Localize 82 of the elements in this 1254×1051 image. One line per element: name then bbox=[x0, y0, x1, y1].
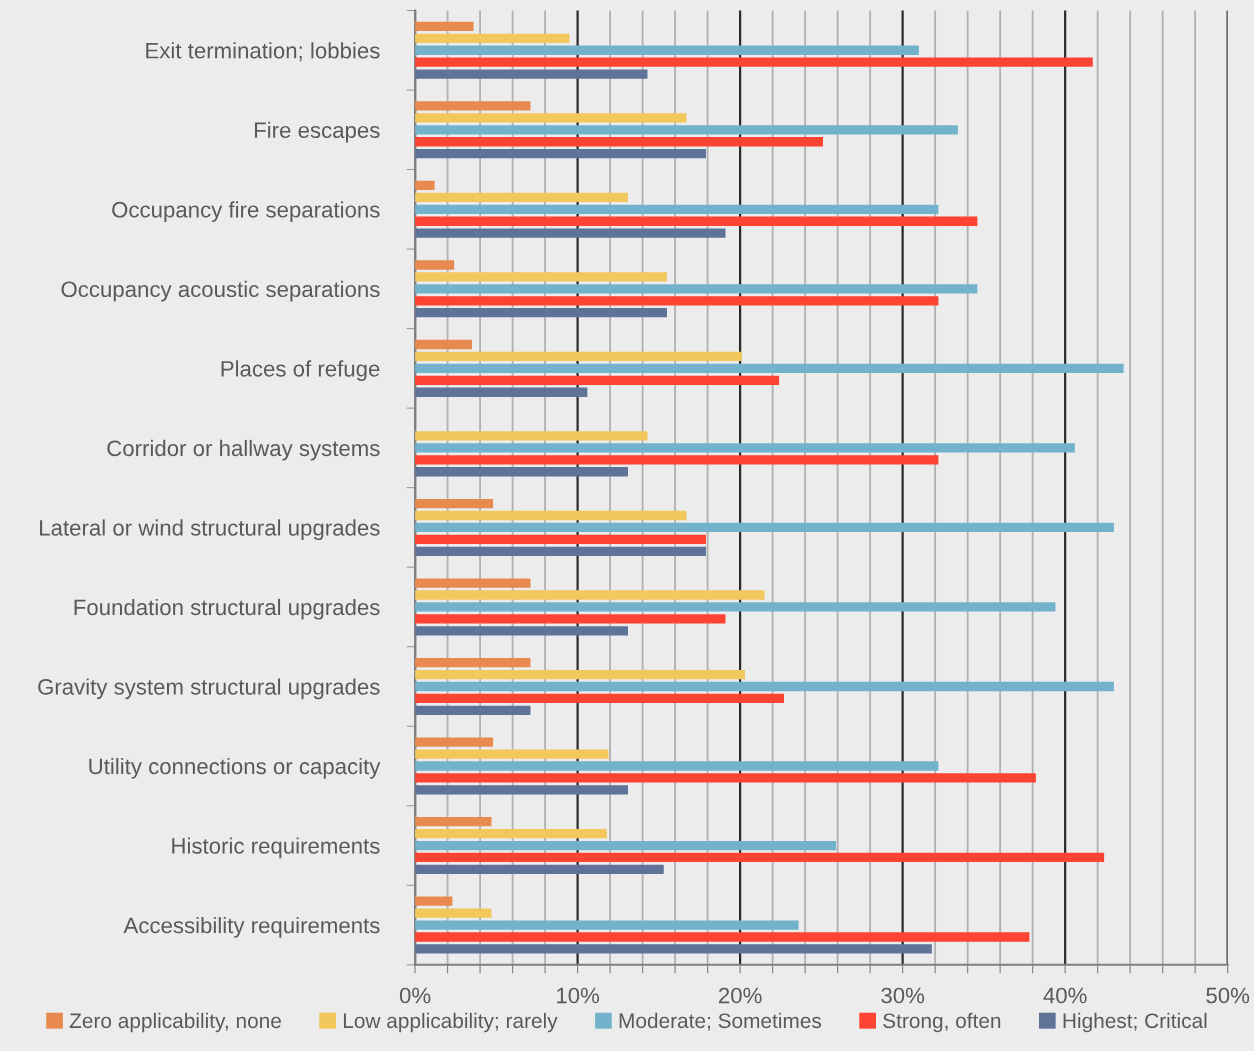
x-tick-label: 20% bbox=[718, 987, 762, 1004]
bar bbox=[415, 228, 726, 238]
bar bbox=[415, 908, 492, 918]
bar bbox=[415, 840, 836, 851]
y-tick-label: Accessibility requirements bbox=[123, 917, 380, 938]
bar bbox=[415, 817, 492, 827]
bar bbox=[415, 387, 588, 397]
bar bbox=[415, 896, 453, 906]
bar bbox=[415, 216, 978, 226]
bar bbox=[415, 363, 1124, 374]
bar bbox=[415, 204, 939, 214]
y-tick-label: Utility connections or capacity bbox=[89, 757, 381, 779]
bar bbox=[415, 693, 784, 704]
x-tick-label: 0% bbox=[399, 987, 431, 1004]
bar bbox=[415, 920, 799, 930]
bar bbox=[415, 149, 706, 159]
x-tick-label: 30% bbox=[881, 987, 925, 1004]
bar bbox=[415, 657, 531, 668]
bar bbox=[415, 125, 958, 135]
bar bbox=[415, 21, 474, 32]
bar bbox=[415, 101, 531, 111]
bar bbox=[415, 546, 706, 556]
bar bbox=[415, 737, 494, 747]
bar bbox=[415, 932, 1030, 942]
x-tick-label: 50% bbox=[1206, 987, 1250, 1004]
bar bbox=[415, 272, 667, 282]
bar bbox=[415, 785, 628, 795]
bar bbox=[415, 443, 1075, 453]
bar bbox=[415, 510, 687, 521]
bar bbox=[415, 614, 726, 624]
bar bbox=[415, 749, 609, 759]
y-tick-label: Occupancy acoustic separations bbox=[61, 280, 380, 302]
y-tick-label: Places of refuge bbox=[221, 360, 380, 382]
bar bbox=[415, 773, 1036, 783]
bar bbox=[415, 852, 1105, 863]
bar bbox=[415, 944, 932, 954]
bar bbox=[415, 467, 628, 477]
legend-label: Strong, often bbox=[883, 1012, 1001, 1033]
bar bbox=[415, 761, 939, 771]
bar bbox=[415, 45, 919, 55]
bar bbox=[415, 351, 742, 362]
bar bbox=[415, 681, 1114, 692]
bar bbox=[415, 705, 531, 715]
bar bbox=[415, 602, 1056, 612]
bar bbox=[415, 431, 648, 441]
bar bbox=[415, 522, 1114, 533]
y-tick-label: Corridor or hallway systems bbox=[107, 439, 380, 461]
bar bbox=[415, 296, 939, 306]
bar bbox=[415, 590, 765, 600]
legend-label: Moderate; Sometimes bbox=[619, 1012, 822, 1031]
bar bbox=[415, 284, 978, 294]
x-tick-label: 40% bbox=[1043, 987, 1087, 1004]
bar bbox=[415, 192, 628, 203]
x-tick-label: 10% bbox=[557, 987, 600, 1004]
legend-label: Low applicability; rarely bbox=[343, 1012, 558, 1033]
bar bbox=[415, 137, 823, 147]
legend-label: Zero applicability, none bbox=[69, 1012, 281, 1033]
bar bbox=[415, 375, 780, 385]
bar bbox=[415, 180, 435, 191]
bar bbox=[415, 864, 664, 875]
bar bbox=[415, 534, 706, 545]
bar bbox=[415, 339, 472, 350]
y-tick-label: Exit termination; lobbies bbox=[146, 42, 380, 62]
bar bbox=[415, 33, 570, 43]
bar bbox=[415, 69, 648, 79]
bar bbox=[415, 57, 1093, 67]
legend-label: Highest; Critical bbox=[1063, 1012, 1207, 1033]
y-tick-label: Lateral or wind structural upgrades bbox=[40, 519, 380, 541]
bar bbox=[415, 578, 531, 588]
y-tick-label: Gravity system structural upgrades bbox=[38, 678, 380, 700]
bar bbox=[415, 828, 607, 839]
y-tick-label: Historic requirements bbox=[172, 837, 380, 859]
bar bbox=[415, 113, 687, 123]
bar bbox=[415, 455, 939, 465]
bar bbox=[415, 308, 667, 318]
y-tick-label: Fire escapes bbox=[254, 121, 380, 143]
bar bbox=[415, 669, 745, 680]
y-tick-label: Occupancy fire separations bbox=[112, 201, 380, 222]
y-tick-label: Foundation structural upgrades bbox=[74, 598, 380, 620]
bar bbox=[415, 626, 628, 636]
bar bbox=[415, 260, 455, 270]
bar bbox=[415, 498, 494, 509]
